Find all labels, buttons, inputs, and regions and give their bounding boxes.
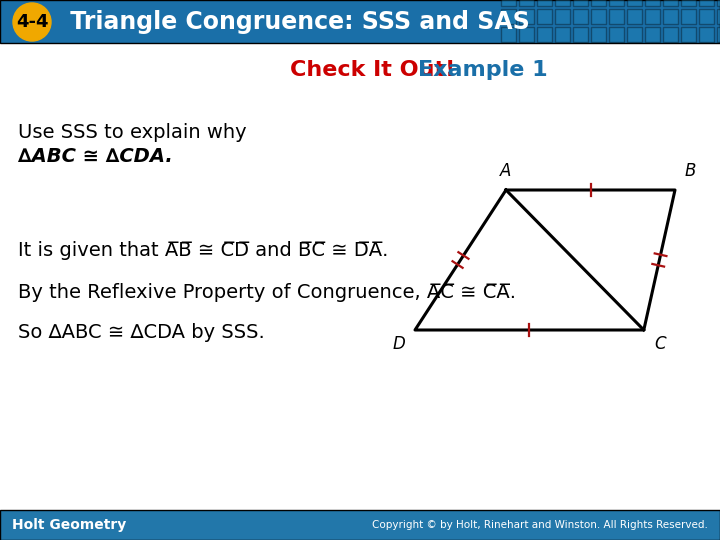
FancyBboxPatch shape xyxy=(609,0,624,6)
Circle shape xyxy=(13,3,51,41)
Text: Copyright © by Holt, Rinehart and Winston. All Rights Reserved.: Copyright © by Holt, Rinehart and Winsto… xyxy=(372,520,708,530)
FancyBboxPatch shape xyxy=(591,27,606,42)
FancyBboxPatch shape xyxy=(663,9,678,24)
FancyBboxPatch shape xyxy=(555,9,570,24)
Text: C: C xyxy=(654,335,665,353)
Text: It is given that A̅B̅ ≅ C̅D̅ and B̅C̅ ≅ D̅A̅.: It is given that A̅B̅ ≅ C̅D̅ and B̅C̅ ≅ … xyxy=(18,240,388,260)
FancyBboxPatch shape xyxy=(645,9,660,24)
FancyBboxPatch shape xyxy=(591,9,606,24)
FancyBboxPatch shape xyxy=(591,0,606,6)
FancyBboxPatch shape xyxy=(573,27,588,42)
Text: Example 1: Example 1 xyxy=(418,60,548,80)
Text: Triangle Congruence: SSS and SAS: Triangle Congruence: SSS and SAS xyxy=(62,10,530,34)
Text: Use SSS to explain why: Use SSS to explain why xyxy=(18,123,247,141)
FancyBboxPatch shape xyxy=(573,0,588,6)
Text: A: A xyxy=(500,162,512,180)
FancyBboxPatch shape xyxy=(0,0,720,43)
FancyBboxPatch shape xyxy=(717,27,720,42)
FancyBboxPatch shape xyxy=(609,9,624,24)
FancyBboxPatch shape xyxy=(663,0,678,6)
Text: ∆ABC ≅ ∆CDA.: ∆ABC ≅ ∆CDA. xyxy=(18,147,173,166)
FancyBboxPatch shape xyxy=(519,9,534,24)
FancyBboxPatch shape xyxy=(519,0,534,6)
FancyBboxPatch shape xyxy=(573,9,588,24)
FancyBboxPatch shape xyxy=(501,9,516,24)
FancyBboxPatch shape xyxy=(501,0,516,6)
FancyBboxPatch shape xyxy=(699,9,714,24)
FancyBboxPatch shape xyxy=(519,27,534,42)
Text: Check It Out!: Check It Out! xyxy=(290,60,455,80)
Text: D: D xyxy=(392,335,405,353)
FancyBboxPatch shape xyxy=(717,9,720,24)
FancyBboxPatch shape xyxy=(663,27,678,42)
FancyBboxPatch shape xyxy=(699,0,714,6)
FancyBboxPatch shape xyxy=(555,27,570,42)
FancyBboxPatch shape xyxy=(0,510,720,540)
Text: Holt Geometry: Holt Geometry xyxy=(12,518,126,532)
FancyBboxPatch shape xyxy=(501,27,516,42)
FancyBboxPatch shape xyxy=(645,0,660,6)
Text: 4-4: 4-4 xyxy=(16,13,48,31)
FancyBboxPatch shape xyxy=(555,0,570,6)
FancyBboxPatch shape xyxy=(537,0,552,6)
FancyBboxPatch shape xyxy=(681,0,696,6)
FancyBboxPatch shape xyxy=(645,27,660,42)
FancyBboxPatch shape xyxy=(627,9,642,24)
Text: B: B xyxy=(685,162,696,180)
FancyBboxPatch shape xyxy=(627,27,642,42)
FancyBboxPatch shape xyxy=(537,9,552,24)
FancyBboxPatch shape xyxy=(699,27,714,42)
FancyBboxPatch shape xyxy=(627,0,642,6)
FancyBboxPatch shape xyxy=(537,27,552,42)
FancyBboxPatch shape xyxy=(681,9,696,24)
Text: So ∆ABC ≅ ∆CDA by SSS.: So ∆ABC ≅ ∆CDA by SSS. xyxy=(18,323,265,342)
FancyBboxPatch shape xyxy=(681,27,696,42)
Text: By the Reflexive Property of Congruence, A̅C̅ ≅ C̅A̅.: By the Reflexive Property of Congruence,… xyxy=(18,282,516,301)
FancyBboxPatch shape xyxy=(717,0,720,6)
FancyBboxPatch shape xyxy=(609,27,624,42)
